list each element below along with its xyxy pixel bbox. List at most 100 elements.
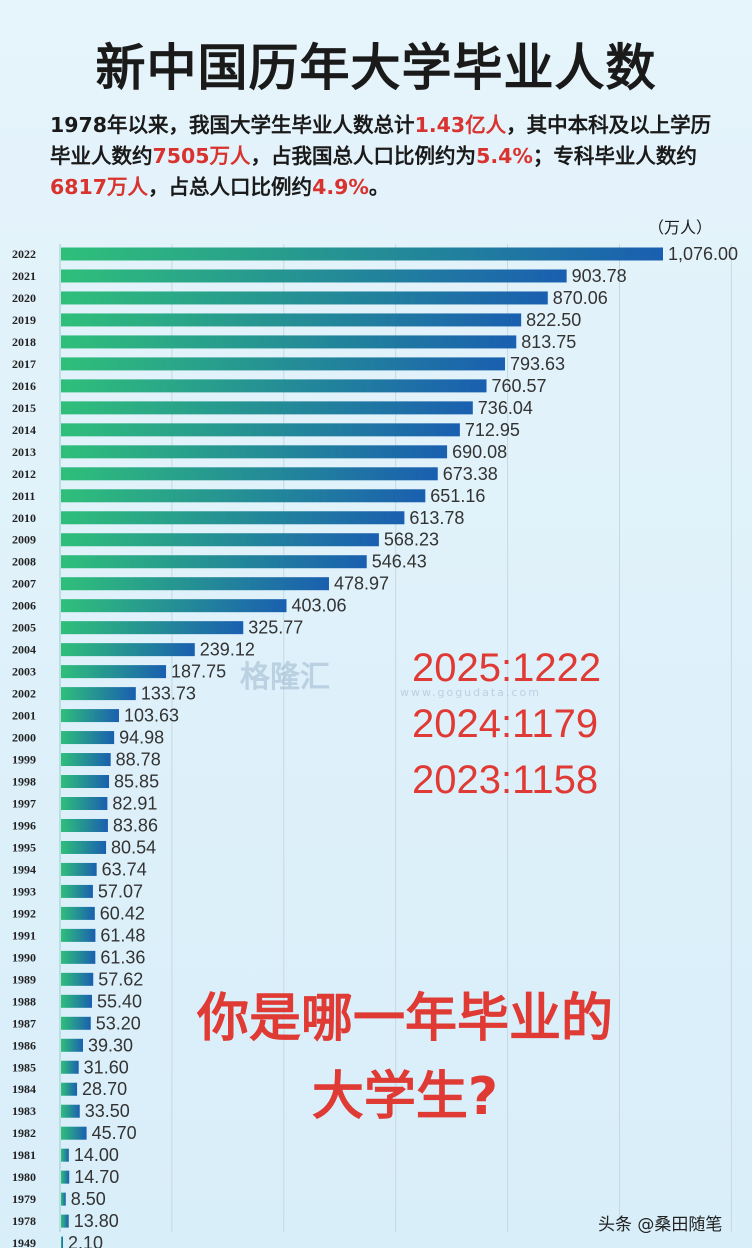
- data-label: 822.50: [526, 310, 581, 330]
- bar-2022: [61, 247, 663, 261]
- y-tick-label: 2022: [12, 247, 36, 261]
- bar-2001: [61, 709, 119, 723]
- bar-1981: [61, 1148, 69, 1162]
- data-label: 1,076.00: [668, 244, 738, 264]
- data-label: 60.42: [100, 903, 145, 923]
- y-tick-label: 2017: [12, 357, 36, 371]
- y-tick-label: 2007: [12, 577, 36, 591]
- y-tick-label: 1999: [12, 753, 36, 767]
- annotation-2023: 2023:1158: [412, 758, 599, 802]
- bar-1980: [61, 1170, 70, 1184]
- bar-2008: [61, 555, 367, 569]
- annotation-2025: 2025:1222: [412, 646, 602, 690]
- y-tick-label: 2016: [12, 379, 36, 393]
- bar-1978: [61, 1214, 69, 1228]
- y-tick-label: 2021: [12, 269, 36, 283]
- y-tick-label: 2010: [12, 511, 36, 525]
- data-label: 133.73: [141, 684, 196, 704]
- data-label: 88.78: [116, 750, 161, 770]
- bar-1985: [61, 1060, 79, 1074]
- data-label: 57.62: [98, 969, 143, 989]
- data-label: 793.63: [510, 354, 565, 374]
- data-label: 736.04: [478, 398, 533, 418]
- y-tick-label: 2011: [12, 489, 35, 503]
- intro-part: ，其中本科及以上学历毕业人数约: [50, 113, 712, 168]
- intro-part: 。: [368, 175, 390, 199]
- bar-1988: [61, 994, 92, 1008]
- y-tick-label: 2009: [12, 533, 36, 547]
- bar-2015: [61, 401, 473, 415]
- bar-1992: [61, 906, 95, 920]
- y-tick-label: 1990: [12, 950, 36, 964]
- y-tick-label: 2019: [12, 313, 36, 327]
- data-label: 673.38: [443, 464, 498, 484]
- y-tick-label: 1994: [12, 862, 36, 876]
- data-label: 61.48: [100, 925, 145, 945]
- data-label: 478.97: [334, 574, 389, 594]
- data-label: 53.20: [96, 1013, 141, 1033]
- bar-1989: [61, 972, 94, 986]
- bar-2005: [61, 621, 244, 635]
- bar-1997: [61, 797, 108, 810]
- question-line1: 你是哪一年毕业的: [196, 989, 613, 1049]
- bar-2000: [61, 731, 115, 745]
- data-label: 903.78: [572, 266, 627, 286]
- y-tick-label: 2000: [12, 731, 36, 745]
- y-tick-label: 1979: [12, 1192, 36, 1206]
- data-label: 546.43: [372, 552, 427, 572]
- bar-1987: [61, 1016, 91, 1030]
- bar-2018: [61, 335, 517, 349]
- intro-part: ，占我国总人口比例约为: [250, 144, 477, 168]
- data-label: 80.54: [111, 837, 156, 857]
- bar-1998: [61, 775, 110, 789]
- total-graduates: 1.43亿人: [414, 113, 507, 137]
- data-label: 28.70: [82, 1079, 127, 1099]
- data-label: 870.06: [553, 288, 608, 308]
- bar-2021: [61, 269, 567, 283]
- data-label: 103.63: [124, 706, 179, 726]
- y-tick-label: 2004: [12, 643, 36, 657]
- bar-2004: [61, 643, 195, 657]
- bar-2017: [61, 357, 506, 371]
- data-label: 568.23: [384, 530, 439, 550]
- bar-1994: [61, 862, 97, 876]
- bar-2006: [61, 599, 287, 613]
- bar-1993: [61, 884, 93, 898]
- bar-1983: [61, 1104, 80, 1118]
- y-tick-label: 2002: [12, 687, 36, 701]
- bar-1995: [61, 840, 107, 854]
- junior-college-count: 6817万人: [50, 175, 149, 199]
- data-label: 760.57: [492, 376, 547, 396]
- watermark-site: www.gogudata.com: [400, 652, 541, 699]
- y-tick-label: 2006: [12, 599, 36, 613]
- data-label: 651.16: [430, 486, 485, 506]
- y-tick-label: 1995: [12, 840, 36, 854]
- data-label: 690.08: [452, 442, 507, 462]
- junior-college-ratio: 4.9%: [312, 175, 369, 199]
- annotation-2024: 2024:1179: [412, 702, 599, 746]
- bar-2014: [61, 423, 460, 437]
- y-tick-label: 1989: [12, 972, 36, 986]
- y-tick-label: 2001: [12, 709, 36, 723]
- y-tick-label: 1987: [12, 1016, 36, 1030]
- data-label: 57.07: [98, 881, 143, 901]
- page-title: 新中国历年大学毕业人数: [95, 39, 657, 97]
- question-line2: 大学生?: [311, 1067, 499, 1127]
- y-tick-label: 1982: [12, 1126, 36, 1140]
- bar-1990: [61, 950, 96, 964]
- bar-2003: [61, 665, 167, 679]
- bar-2007: [61, 577, 329, 591]
- y-tick-label: 2018: [12, 335, 36, 349]
- y-tick-label: 2005: [12, 621, 36, 635]
- data-label: 82.91: [112, 794, 157, 814]
- intro-part: ，占总人口比例约: [148, 175, 313, 199]
- data-label: 187.75: [171, 662, 226, 682]
- unit-label: （万人）: [648, 218, 713, 237]
- y-tick-label: 1983: [12, 1104, 36, 1118]
- y-tick-label: 1949: [12, 1236, 36, 1248]
- bar-2010: [61, 511, 405, 525]
- y-tick-label: 1986: [12, 1038, 36, 1052]
- y-tick-label: 1991: [12, 928, 36, 942]
- data-label: 239.12: [200, 640, 255, 660]
- bar-2013: [61, 445, 448, 459]
